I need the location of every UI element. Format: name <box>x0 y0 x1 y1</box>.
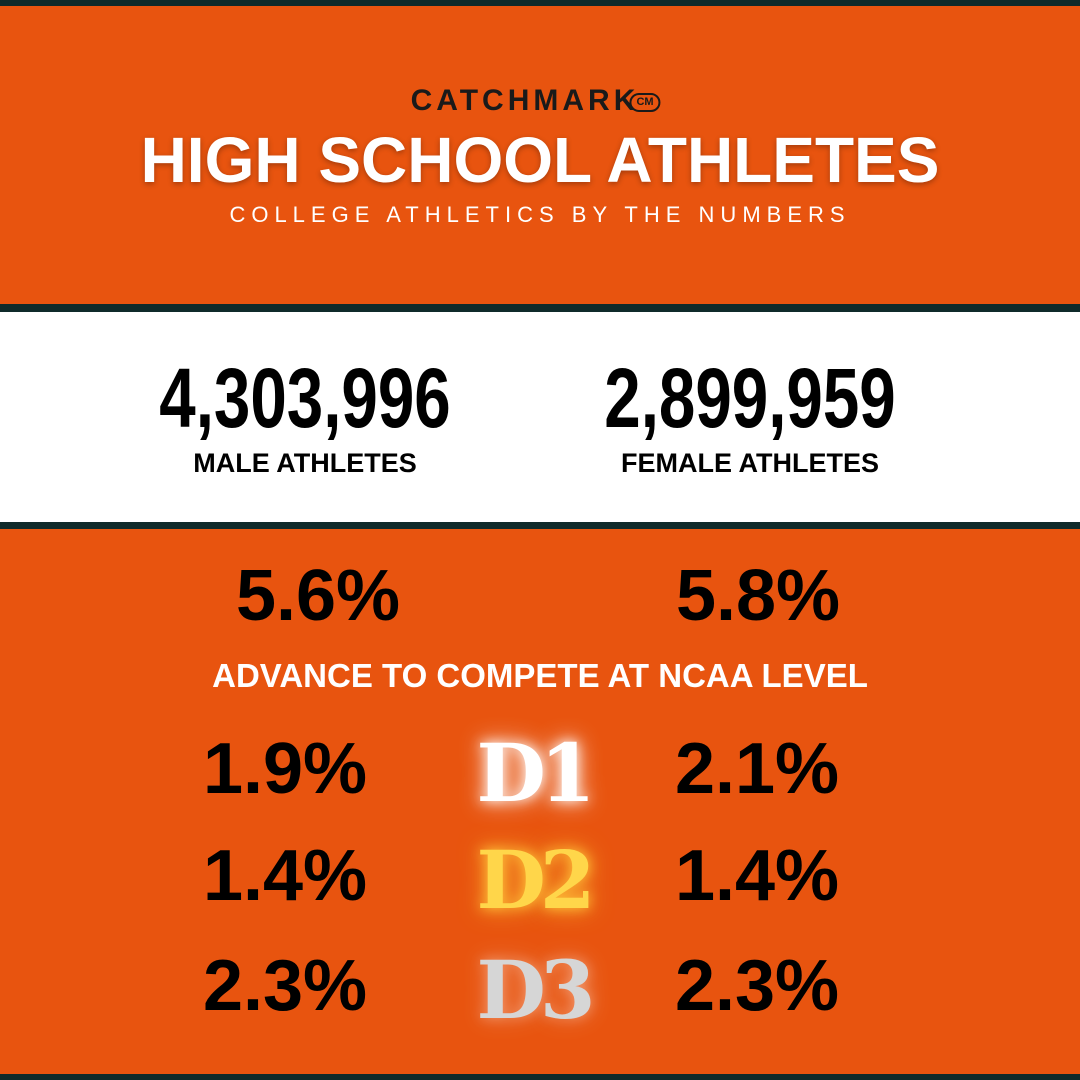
division-name: D3 <box>476 943 595 1037</box>
division-name: D2 <box>476 833 595 927</box>
subtitle: COLLEGE ATHLETICS BY THE NUMBERS <box>229 202 851 227</box>
division-male: 2.3% <box>202 946 368 1026</box>
brand-mark: CM <box>629 93 661 112</box>
totals-band <box>0 312 1080 522</box>
rate-caption: ADVANCE TO COMPETE AT NCAA LEVEL <box>212 657 868 694</box>
total-value: 4,303,996 <box>118 356 492 440</box>
total-value-text: 4,303,996 <box>159 351 451 445</box>
division-female: 2.1% <box>674 729 840 809</box>
division-female: 2.3% <box>674 946 840 1026</box>
total-value: 2,899,959 <box>563 356 937 440</box>
division-male: 1.4% <box>202 836 368 916</box>
total-label: FEMALE ATHLETES <box>621 448 879 478</box>
rates-band <box>0 529 1080 1074</box>
division-female: 1.4% <box>674 836 840 916</box>
brand: CATCHMARK <box>410 84 640 117</box>
total-label: MALE ATHLETES <box>193 448 417 478</box>
header-band <box>0 6 1080 304</box>
division-name: D1 <box>476 726 595 820</box>
title: HIGH SCHOOL ATHLETES <box>140 124 940 196</box>
rate-female: 5.8% <box>675 556 841 636</box>
rate-male: 5.6% <box>235 556 401 636</box>
division-male: 1.9% <box>202 729 368 809</box>
total-value-text: 2,899,959 <box>604 351 896 445</box>
